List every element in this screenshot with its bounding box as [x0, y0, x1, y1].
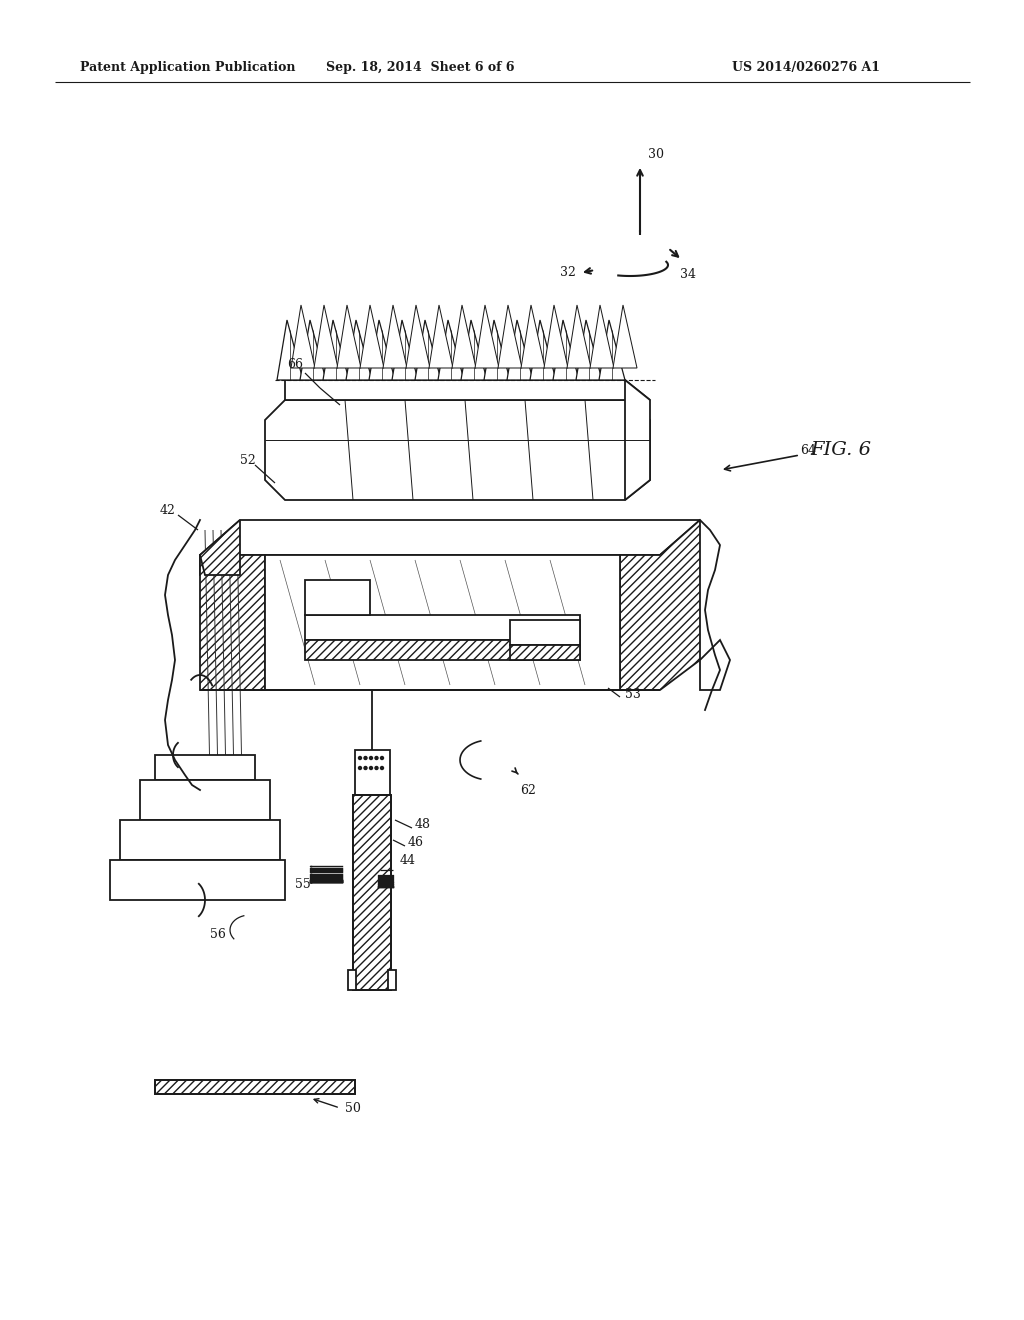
Polygon shape [475, 305, 499, 368]
Polygon shape [200, 554, 660, 576]
Bar [155, 1080, 355, 1094]
Polygon shape [305, 640, 580, 660]
Text: 42: 42 [160, 503, 176, 516]
Text: US 2014/0260276 A1: US 2014/0260276 A1 [732, 62, 880, 74]
Polygon shape [291, 305, 315, 368]
Text: 48: 48 [415, 818, 431, 832]
Polygon shape [305, 579, 370, 615]
Text: 55: 55 [295, 879, 310, 891]
Polygon shape [484, 319, 510, 380]
Polygon shape [155, 755, 255, 780]
Text: 62: 62 [520, 784, 536, 796]
Text: 46: 46 [408, 837, 424, 850]
Polygon shape [140, 780, 270, 820]
Text: 56: 56 [210, 928, 226, 941]
Polygon shape [406, 305, 430, 368]
Polygon shape [383, 305, 407, 368]
Polygon shape [314, 305, 338, 368]
Circle shape [358, 756, 361, 759]
Polygon shape [429, 305, 453, 368]
Polygon shape [200, 520, 700, 554]
Polygon shape [278, 319, 303, 380]
Text: 32: 32 [560, 267, 575, 280]
Polygon shape [461, 319, 487, 380]
Text: 64: 64 [800, 444, 816, 457]
Polygon shape [120, 820, 280, 861]
Text: 30: 30 [648, 149, 664, 161]
Polygon shape [265, 400, 650, 500]
Circle shape [375, 756, 378, 759]
Polygon shape [438, 319, 464, 380]
Text: 52: 52 [240, 454, 256, 466]
Polygon shape [700, 640, 730, 690]
Circle shape [381, 767, 384, 770]
Bar [353, 795, 391, 990]
Polygon shape [507, 319, 534, 380]
Polygon shape [360, 305, 384, 368]
Circle shape [358, 767, 361, 770]
Text: 34: 34 [680, 268, 696, 281]
Text: Sep. 18, 2014  Sheet 6 of 6: Sep. 18, 2014 Sheet 6 of 6 [326, 62, 514, 74]
Bar [155, 1080, 355, 1094]
Polygon shape [392, 319, 418, 380]
Polygon shape [544, 305, 568, 368]
Polygon shape [200, 554, 265, 690]
Bar [355, 750, 390, 795]
Text: 44: 44 [400, 854, 416, 867]
Polygon shape [510, 645, 580, 660]
Polygon shape [265, 554, 620, 690]
Circle shape [370, 756, 373, 759]
Polygon shape [300, 319, 326, 380]
Circle shape [370, 767, 373, 770]
Text: 50: 50 [345, 1101, 360, 1114]
Text: 66: 66 [287, 359, 303, 371]
Bar [388, 970, 396, 990]
Polygon shape [337, 305, 361, 368]
Circle shape [364, 756, 367, 759]
Polygon shape [110, 861, 285, 900]
Polygon shape [575, 319, 602, 380]
Polygon shape [415, 319, 441, 380]
Polygon shape [200, 520, 240, 576]
Text: Patent Application Publication: Patent Application Publication [80, 62, 296, 74]
Polygon shape [620, 520, 700, 690]
Circle shape [364, 767, 367, 770]
Polygon shape [305, 615, 580, 640]
Bar [348, 970, 356, 990]
Text: FIG. 6: FIG. 6 [810, 441, 871, 459]
Text: 53: 53 [625, 689, 641, 701]
Polygon shape [369, 319, 395, 380]
Circle shape [375, 767, 378, 770]
Polygon shape [510, 620, 580, 645]
Polygon shape [323, 319, 349, 380]
Polygon shape [498, 305, 522, 368]
Polygon shape [567, 305, 591, 368]
Circle shape [381, 756, 384, 759]
Polygon shape [285, 380, 650, 400]
Polygon shape [599, 319, 625, 380]
Polygon shape [346, 319, 372, 380]
Polygon shape [590, 305, 614, 368]
Polygon shape [553, 319, 579, 380]
Polygon shape [625, 380, 650, 500]
Polygon shape [452, 305, 476, 368]
Polygon shape [530, 319, 556, 380]
Polygon shape [521, 305, 545, 368]
Polygon shape [613, 305, 637, 368]
Bar [353, 795, 391, 990]
